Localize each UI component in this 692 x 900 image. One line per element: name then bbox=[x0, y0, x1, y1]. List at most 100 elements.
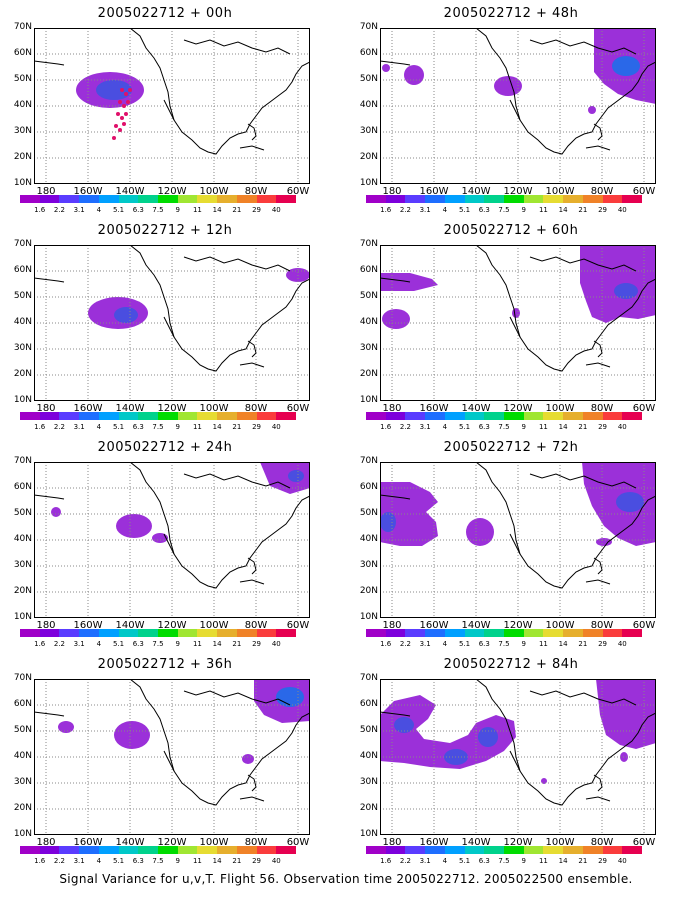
colorbar-label: 7.5 bbox=[152, 857, 164, 865]
lat-label: 10N bbox=[13, 829, 32, 839]
colorbar-label: 14 bbox=[212, 857, 222, 865]
lat-label: 60N bbox=[13, 48, 32, 58]
colorbar-swatch bbox=[118, 195, 139, 203]
colorbar-label: 11 bbox=[192, 423, 202, 431]
lon-label: 160W bbox=[419, 837, 449, 848]
colorbar-label: 21 bbox=[578, 857, 588, 865]
lon-label: 120W bbox=[157, 620, 187, 631]
lat-label: 70N bbox=[13, 239, 32, 249]
variance-shading bbox=[612, 56, 640, 76]
colorbar-label: 6.3 bbox=[132, 640, 144, 648]
coastline bbox=[529, 39, 637, 55]
lat-label: 40N bbox=[359, 317, 378, 327]
colorbar-swatch bbox=[543, 412, 564, 420]
lat-label: 20N bbox=[359, 803, 378, 813]
lon-label: 80W bbox=[590, 620, 614, 631]
lon-label: 180 bbox=[36, 403, 56, 414]
colorbar-swatch bbox=[39, 629, 60, 637]
lon-label: 60W bbox=[632, 837, 656, 848]
colorbar-label: 1.6 bbox=[34, 857, 46, 865]
coastline bbox=[593, 123, 603, 141]
variance-shading bbox=[114, 721, 150, 749]
colorbar-swatch bbox=[59, 412, 80, 420]
lat-label: 20N bbox=[13, 369, 32, 379]
colorbar-swatch bbox=[98, 195, 119, 203]
colorbar-label: 4 bbox=[442, 206, 448, 214]
variance-shading bbox=[288, 470, 304, 482]
lat-label: 40N bbox=[13, 534, 32, 544]
colorbar-swatch bbox=[602, 412, 623, 420]
coastline bbox=[529, 473, 637, 489]
colorbar-label: 29 bbox=[598, 206, 608, 214]
colorbar-label: 29 bbox=[252, 206, 262, 214]
colorbar-label: 7.5 bbox=[152, 206, 164, 214]
colorbar-swatch bbox=[563, 846, 583, 854]
lon-label: 100W bbox=[199, 620, 229, 631]
map-frame bbox=[380, 28, 656, 184]
lat-label: 40N bbox=[359, 751, 378, 761]
panel-title: 2005022712 + 24h bbox=[97, 440, 233, 455]
coastline bbox=[509, 533, 521, 555]
panel-title: 2005022712 + 12h bbox=[97, 223, 233, 238]
colorbar-label: 1.6 bbox=[380, 423, 392, 431]
lon-label: 80W bbox=[244, 620, 268, 631]
colorbar-swatch bbox=[425, 629, 445, 637]
map-frame bbox=[380, 462, 656, 618]
colorbar-label: 5.1 bbox=[458, 640, 471, 648]
lat-label: 60N bbox=[359, 699, 378, 709]
colorbar-label: 14 bbox=[212, 640, 222, 648]
colorbar-label: 4 bbox=[96, 423, 102, 431]
lon-label: 120W bbox=[157, 186, 187, 197]
colorbar-swatch bbox=[602, 846, 623, 854]
colorbar-swatch bbox=[622, 412, 643, 420]
colorbar-swatch bbox=[405, 629, 426, 637]
colorbar-label: 21 bbox=[578, 640, 588, 648]
coastline bbox=[585, 579, 611, 585]
map-frame bbox=[34, 245, 310, 401]
colorbar-swatch bbox=[197, 629, 218, 637]
variance-shading bbox=[588, 106, 596, 114]
variance-shading bbox=[114, 307, 138, 323]
colorbar-label: 11 bbox=[192, 857, 202, 865]
colorbar-label: 3.1 bbox=[73, 206, 85, 214]
variance-shading bbox=[596, 679, 656, 749]
flight-track-point bbox=[122, 122, 126, 126]
lat-label: 10N bbox=[359, 178, 378, 188]
panel-title: 2005022712 + 72h bbox=[443, 440, 579, 455]
variance-shading bbox=[466, 518, 494, 546]
lat-label: 50N bbox=[359, 508, 378, 518]
coastline bbox=[129, 679, 310, 806]
colorbar-swatch bbox=[256, 629, 277, 637]
lon-label: 100W bbox=[545, 186, 575, 197]
lat-label: 10N bbox=[13, 612, 32, 622]
colorbar-label: 11 bbox=[538, 206, 548, 214]
coastline bbox=[529, 690, 637, 706]
lon-label: 60W bbox=[286, 837, 310, 848]
coastline bbox=[380, 277, 411, 283]
colorbar-label: 4 bbox=[96, 206, 102, 214]
flight-track-point bbox=[122, 104, 126, 108]
colorbar-label: 14 bbox=[212, 206, 222, 214]
colorbar-swatch bbox=[582, 412, 603, 420]
colorbar-label: 40 bbox=[271, 640, 281, 648]
colorbar-label: 29 bbox=[252, 857, 262, 865]
colorbar-swatch bbox=[543, 629, 564, 637]
colorbar-swatch bbox=[98, 846, 119, 854]
coastline bbox=[247, 123, 257, 141]
colorbar-swatch bbox=[276, 412, 297, 420]
colorbar-swatch bbox=[20, 846, 40, 854]
colorbar-swatch bbox=[582, 195, 603, 203]
map-panel-p48: 2005022712 + 48h 70N 60N 50N 40N 30N 20N 10N 180… bbox=[346, 0, 676, 215]
colorbar-swatch bbox=[158, 846, 178, 854]
coastline bbox=[585, 362, 611, 368]
coastline bbox=[34, 711, 65, 717]
colorbar-swatch bbox=[504, 195, 524, 203]
coastline bbox=[380, 494, 411, 500]
map-frame bbox=[34, 28, 310, 184]
lon-label: 100W bbox=[545, 620, 575, 631]
coastline bbox=[475, 462, 656, 589]
colorbar-swatch bbox=[217, 412, 237, 420]
map-canvas bbox=[34, 462, 310, 618]
colorbar-swatch bbox=[405, 412, 426, 420]
variance-shading bbox=[494, 76, 522, 96]
